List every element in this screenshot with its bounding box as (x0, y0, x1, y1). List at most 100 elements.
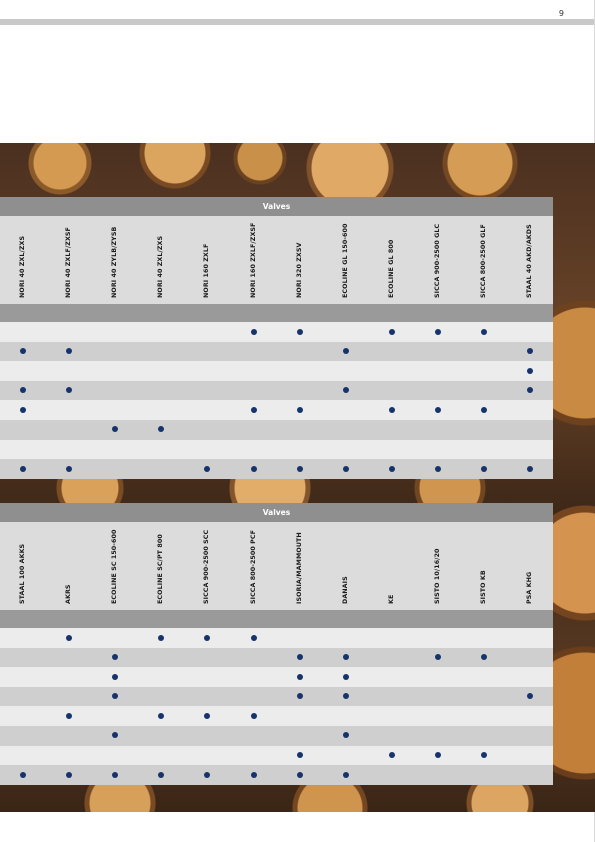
column-header: SICCA 900-2500 SCC (203, 529, 211, 604)
bullet-dot-icon (204, 465, 211, 472)
column-header: NORI 320 ZXSV (295, 242, 303, 298)
bullet-dot-icon (112, 693, 119, 700)
bullet-dot-icon (481, 654, 487, 661)
header-divider (0, 304, 553, 322)
bullet-dot-icon (296, 752, 303, 759)
valves-table-1: Valves NORI 40 ZXL/ZXS NORI 40 ZXLF/ZXSF N… (0, 197, 553, 479)
table-row (0, 439, 553, 460)
column-header: AKRS (65, 584, 73, 604)
bullet-dot-icon (20, 465, 26, 472)
bullet-dot-icon (527, 387, 534, 394)
bullet-dot-icon (20, 771, 26, 778)
column-header: STAAL 100 AKKS (19, 543, 26, 604)
column-header: ECOLINE SC 150-600 (111, 529, 119, 604)
bullet-dot-icon (434, 654, 441, 661)
table-row (0, 322, 553, 342)
bullet-dot-icon (112, 732, 119, 739)
column-header: NORI 40 ZXLF/ZXSF (65, 227, 73, 298)
column-header: KE (387, 594, 395, 604)
table-row (0, 459, 553, 479)
column-header: ECOLINE GL 800 (387, 239, 395, 298)
bullet-dot-icon (66, 712, 73, 719)
bullet-dot-icon (112, 673, 119, 680)
bullet-dot-icon (388, 328, 395, 335)
bullet-dot-icon (388, 752, 395, 759)
valves-table-2: Valves STAAL 100 AKKS AKRS ECOLINE SC 150-… (0, 503, 553, 785)
bullet-dot-icon (158, 712, 165, 719)
top-rule (0, 19, 595, 25)
bullet-dot-icon (204, 634, 211, 641)
column-header: ISORIA/MAMMOUTH (295, 532, 303, 604)
column-header: SICCA 800-2500 GLF (480, 224, 487, 298)
bullet-dot-icon (481, 406, 487, 413)
bullet-dot-icon (296, 465, 303, 472)
table-title: Valves (0, 503, 553, 522)
bullet-dot-icon (112, 426, 119, 433)
bullet-dot-icon (527, 348, 534, 355)
table-row (0, 628, 553, 648)
bullet-dot-icon (158, 771, 165, 778)
bullet-dot-icon (388, 406, 395, 413)
column-header: PSA KHG (526, 571, 534, 604)
bullet-dot-icon (527, 465, 534, 472)
bullet-dot-icon (250, 406, 257, 413)
column-header: SICCA 800-2500 PCF (249, 530, 257, 604)
column-header: SICCA 900-2500 GLC (433, 223, 441, 298)
table-row (0, 400, 553, 420)
bullet-dot-icon (481, 465, 487, 472)
bullet-dot-icon (342, 465, 349, 472)
bullet-dot-icon (296, 328, 303, 335)
table-row (0, 380, 553, 401)
column-header-row: STAAL 100 AKKS AKRS ECOLINE SC 150-600 ECOL… (0, 522, 553, 610)
bullet-dot-icon (296, 654, 303, 661)
column-header: ECOLINE GL 150-600 (341, 223, 349, 298)
column-header: STAAL 40 AKD/AKDS (526, 224, 534, 298)
bullet-dot-icon (342, 348, 349, 355)
bullet-dot-icon (527, 693, 534, 700)
bullet-dot-icon (342, 387, 349, 394)
bullet-dot-icon (112, 771, 119, 778)
bullet-dot-icon (112, 654, 119, 661)
bullet-dot-icon (250, 465, 257, 472)
table-row (0, 745, 553, 766)
table-row (0, 341, 553, 362)
column-header: ECOLINE SC/PT 800 (157, 534, 165, 604)
bullet-dot-icon (296, 673, 303, 680)
bullet-dot-icon (66, 387, 73, 394)
table-row (0, 765, 553, 785)
bullet-dot-icon (250, 712, 257, 719)
bullet-dot-icon (296, 406, 303, 413)
bullet-dot-icon (434, 328, 441, 335)
table-row (0, 686, 553, 707)
bullet-dot-icon (66, 348, 73, 355)
bullet-dot-icon (204, 771, 211, 778)
bullet-dot-icon (388, 465, 395, 472)
bullet-dot-icon (250, 634, 257, 641)
bullet-dot-icon (296, 693, 303, 700)
bullet-dot-icon (20, 406, 26, 413)
table-row (0, 725, 553, 746)
bullet-dot-icon (20, 348, 26, 355)
bullet-dot-icon (250, 771, 257, 778)
page-number: 9 (558, 9, 564, 18)
table-row (0, 647, 553, 668)
bullet-dot-icon (481, 328, 487, 335)
bullet-dot-icon (434, 465, 441, 472)
column-header: NORI 160 ZXLF/ZXSF (249, 222, 257, 298)
column-header: DANAIS (341, 576, 349, 604)
bullet-dot-icon (158, 634, 165, 641)
bullet-dot-icon (204, 712, 211, 719)
bullet-dot-icon (342, 771, 349, 778)
table-row (0, 361, 553, 381)
bullet-dot-icon (342, 654, 349, 661)
bullet-dot-icon (434, 752, 441, 759)
table-row (0, 706, 553, 726)
bullet-dot-icon (158, 426, 165, 433)
header-divider (0, 610, 553, 628)
bullet-dot-icon (342, 732, 349, 739)
column-header: SISTO 10/16/20 (433, 548, 441, 604)
column-header: NORI 40 ZXL/ZXS (157, 235, 165, 298)
bullet-dot-icon (342, 693, 349, 700)
bullet-dot-icon (296, 771, 303, 778)
column-header: NORI 40 ZYLB/ZYSB (111, 226, 119, 298)
